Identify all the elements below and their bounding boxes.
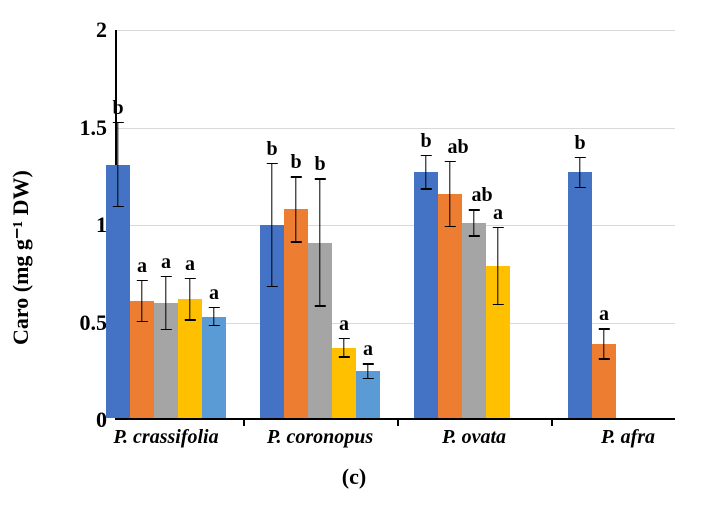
x-category-label: P. ovata [442, 418, 506, 449]
significance-label: b [290, 151, 301, 174]
bar: ab [462, 223, 486, 418]
bar: b [308, 243, 332, 419]
bar: b [284, 209, 308, 418]
bar: a [356, 371, 380, 418]
y-tick-label: 1.5 [80, 115, 118, 141]
bar-group: baaaa [106, 165, 226, 419]
x-tick [397, 418, 399, 426]
x-tick [551, 418, 553, 426]
plot-area: 00.511.52baaaaP. crassifoliabbbaaP. coro… [115, 30, 675, 420]
bar: b [260, 225, 284, 418]
bar: a [178, 299, 202, 418]
significance-label: a [599, 303, 609, 326]
gridline [117, 30, 675, 31]
bar: ab [438, 194, 462, 418]
significance-label: a [161, 251, 171, 274]
bar: a [332, 348, 356, 418]
bar-group: bbbaa [260, 209, 380, 418]
gridline [117, 128, 675, 129]
x-category-label: P. coronopus [267, 418, 373, 449]
bar: a [130, 301, 154, 418]
bar: a [592, 344, 616, 418]
x-category-label: P. crassifolia [113, 418, 218, 449]
bar: b [106, 165, 130, 419]
x-tick [243, 418, 245, 426]
panel-subcaption: (c) [342, 464, 366, 490]
bar: a [202, 317, 226, 418]
significance-label: b [112, 97, 123, 120]
significance-label: b [266, 138, 277, 161]
bar: b [414, 172, 438, 418]
error-bar [271, 163, 272, 288]
significance-label: a [209, 282, 219, 305]
significance-label: b [574, 132, 585, 155]
bar-group: bababa [414, 172, 534, 418]
significance-label: b [420, 130, 431, 153]
bar: a [486, 266, 510, 418]
significance-label: a [493, 202, 503, 225]
y-axis-title: Caro (mg g⁻¹ DW) [8, 170, 34, 345]
significance-label: ab [447, 136, 468, 159]
error-bar [367, 363, 368, 379]
significance-label: ab [471, 184, 492, 207]
significance-label: a [363, 338, 373, 361]
bar: b [568, 172, 592, 418]
error-bar [189, 278, 190, 321]
y-tick-label: 2 [96, 17, 117, 43]
significance-label: a [137, 255, 147, 278]
significance-label: a [185, 253, 195, 276]
x-category-label: P. afra [601, 418, 655, 449]
error-bar [473, 209, 474, 236]
error-bar [603, 328, 604, 359]
error-bar [497, 227, 498, 305]
significance-label: b [314, 153, 325, 176]
bar-group: ba [568, 172, 688, 418]
error-bar [579, 157, 580, 188]
error-bar [117, 122, 118, 208]
error-bar [165, 276, 166, 331]
error-bar [295, 176, 296, 242]
error-bar [141, 280, 142, 323]
bar: a [154, 303, 178, 418]
chart-container: Caro (mg g⁻¹ DW) 00.511.52baaaaP. crassi… [0, 0, 708, 510]
error-bar [319, 178, 320, 307]
error-bar [213, 307, 214, 327]
error-bar [425, 155, 426, 190]
error-bar [343, 338, 344, 358]
significance-label: a [339, 313, 349, 336]
error-bar [449, 161, 450, 227]
